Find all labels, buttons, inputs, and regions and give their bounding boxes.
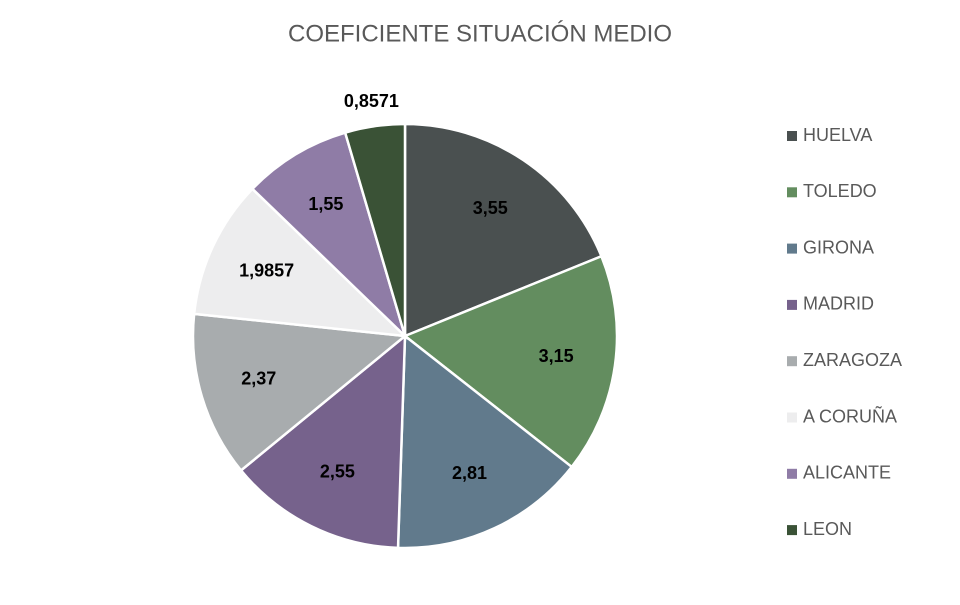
data-label: 1,55 xyxy=(308,194,343,214)
legend-label: GIRONA xyxy=(803,237,874,257)
data-label: 2,55 xyxy=(320,462,355,482)
legend-label: ALICANTE xyxy=(803,463,891,483)
pie-slice xyxy=(402,254,619,469)
legend-swatch xyxy=(787,299,797,310)
data-label: 0,8571 xyxy=(344,91,399,111)
pie-slice xyxy=(192,187,409,338)
legend-swatch xyxy=(787,412,797,423)
legend-label: HUELVA xyxy=(803,125,872,145)
pie-slice xyxy=(191,312,409,473)
legend-swatch xyxy=(787,356,797,367)
legend-label: MADRID xyxy=(803,294,874,314)
data-label: 3,15 xyxy=(539,346,574,366)
pie-slice xyxy=(396,333,574,550)
legend-label: ZARAGOZA xyxy=(803,350,902,370)
pie-slice xyxy=(239,333,407,550)
data-label: 1,9857 xyxy=(239,260,294,280)
legend-label: A CORUÑA xyxy=(803,405,897,426)
chart-title: COEFICIENTE SITUACIÓN MEDIO xyxy=(288,20,672,47)
legend-label: TOLEDO xyxy=(803,181,877,201)
pie-slice xyxy=(343,122,407,337)
data-label: 2,37 xyxy=(241,369,276,389)
legend-label: LEON xyxy=(803,519,852,539)
legend-swatch xyxy=(787,131,797,141)
pie-slice xyxy=(403,122,604,338)
pie-slice xyxy=(250,131,408,341)
legend-swatch xyxy=(787,187,797,198)
data-label: 2,81 xyxy=(452,463,487,483)
legend-swatch xyxy=(787,243,797,254)
data-label: 3,55 xyxy=(473,198,508,218)
legend-swatch xyxy=(787,525,797,536)
legend-swatch xyxy=(787,468,797,479)
